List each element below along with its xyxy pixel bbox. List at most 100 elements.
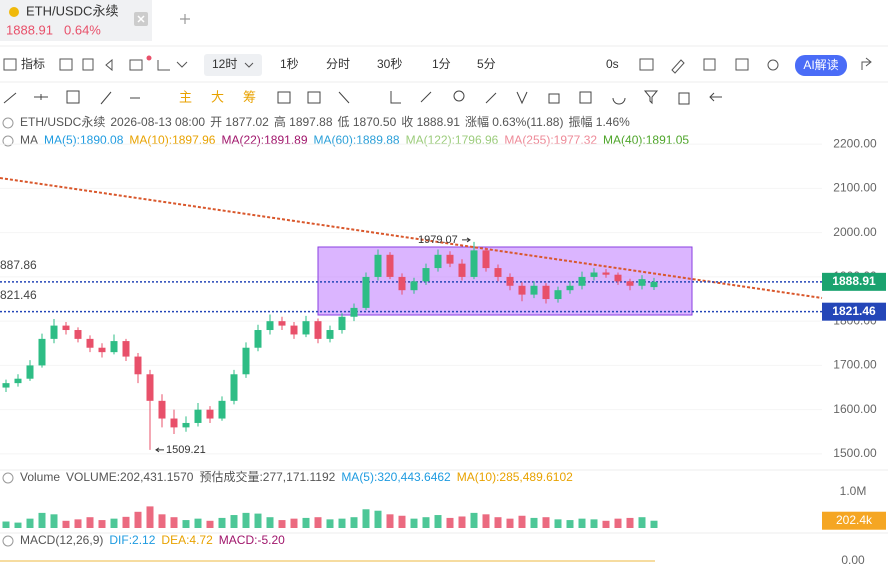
badge <box>146 55 152 61</box>
candle-body <box>566 285 574 291</box>
volume-bar <box>566 520 574 528</box>
y-tick-label: 2100.00 <box>833 181 877 195</box>
candle-body <box>338 316 346 331</box>
interval-option[interactable]: 1分 <box>432 57 451 71</box>
tab-title: ETH/USDC永续 <box>26 3 118 18</box>
high-arrow <box>462 237 471 243</box>
volume-bar <box>554 519 562 528</box>
interval-list: 1秒 分时 30秒 1分 5分 <box>280 57 496 71</box>
volume-bar <box>374 510 382 528</box>
volume-label: 202.4k <box>836 513 873 527</box>
tab[interactable] <box>0 0 152 41</box>
volume-label-bg <box>822 511 886 530</box>
dropdown-icon <box>244 62 254 68</box>
volume-bar <box>626 517 634 528</box>
low-arrow <box>155 447 164 453</box>
interval-selected[interactable] <box>204 54 262 76</box>
candle-body <box>434 254 442 269</box>
candle-body <box>62 325 70 331</box>
y-tick-label: 2000.00 <box>833 225 877 239</box>
y-tick-label: 1700.00 <box>833 358 877 372</box>
info-text: MACD(12,26,9) <box>20 533 103 547</box>
info-text: MA(40):1891.05 <box>603 133 689 147</box>
candle-body <box>650 281 658 288</box>
interval-option[interactable]: 分时 <box>326 57 350 71</box>
info-text: 涨幅 0.63%(11.88) <box>465 114 564 129</box>
candle-body <box>290 325 298 335</box>
candle-body <box>278 321 286 326</box>
info-text: MA(5):320,443.6462 <box>341 470 451 484</box>
volume-bar <box>38 512 46 528</box>
volume-bar <box>590 519 598 528</box>
interval-option[interactable]: 30秒 <box>377 57 402 71</box>
info-text: ETH/USDC永续 <box>20 115 105 129</box>
candle-body <box>446 254 454 264</box>
row-icon <box>2 135 14 147</box>
info-text: 开 1877.02 <box>210 115 269 129</box>
price-label-bg <box>822 302 886 321</box>
volume-bar <box>266 517 274 528</box>
candle-body <box>242 347 250 375</box>
candle-body <box>470 250 478 277</box>
ai-button[interactable] <box>795 55 847 76</box>
candle-body <box>506 276 514 286</box>
draw-tab: 主 <box>179 89 192 104</box>
candle-body <box>2 383 10 388</box>
candle-body <box>170 418 178 428</box>
volume-bar <box>530 517 538 528</box>
info-text: MACD:-5.20 <box>219 533 285 547</box>
info-text: 高 1897.88 <box>274 114 333 129</box>
info-text: 振幅 1.46% <box>568 114 630 129</box>
indicator-button[interactable]: 指标 <box>21 56 45 71</box>
candle-body <box>74 330 82 339</box>
volume-bar <box>182 520 190 528</box>
draw-tab: 筹 <box>243 89 256 104</box>
candle-body <box>638 279 646 286</box>
candle-body <box>194 409 202 423</box>
y-tick-label: 1.0M <box>840 484 867 498</box>
interval-option[interactable]: 5分 <box>477 57 496 71</box>
candle-body <box>182 422 190 428</box>
volume-bar <box>386 514 394 528</box>
volume-bar <box>602 520 610 528</box>
volume-bar <box>218 517 226 528</box>
candle-body <box>410 281 418 291</box>
candle-body <box>122 341 130 357</box>
candle-body <box>458 263 466 277</box>
add-tab[interactable] <box>180 14 190 24</box>
y-tick-label: 2200.00 <box>833 136 877 150</box>
volume-bar <box>2 521 10 528</box>
volume-bar <box>194 518 202 528</box>
volume-bar <box>434 515 442 528</box>
candle-body <box>362 276 370 308</box>
info-text: 低 1870.50 <box>338 115 397 129</box>
low-label: 1509.21 <box>166 444 206 456</box>
candle-body <box>554 290 562 300</box>
range-box <box>317 246 693 316</box>
candle-body <box>98 347 106 353</box>
candle-body <box>350 307 358 317</box>
interval-option[interactable]: 1秒 <box>280 57 299 71</box>
info-text: DEA:4.72 <box>161 533 213 547</box>
volume-bar <box>98 520 106 528</box>
candle-body <box>218 400 226 419</box>
row-icon <box>2 117 14 129</box>
info-text: MA(255):1977.32 <box>504 133 597 147</box>
y-tick-label: 1500.00 <box>833 446 877 460</box>
candle-body <box>314 321 322 339</box>
candle-body <box>530 285 538 295</box>
draw-tab: 大 <box>211 89 224 104</box>
volume-bar <box>470 512 478 528</box>
candle-body <box>86 338 94 348</box>
candle-body <box>14 378 22 384</box>
candle-body <box>254 330 262 348</box>
candle-body <box>398 276 406 291</box>
ai-label: AI解读 <box>803 58 838 72</box>
volume-bar <box>326 519 334 528</box>
price-label-bg <box>822 272 886 291</box>
candle-body <box>422 268 430 282</box>
candle-body <box>590 272 598 277</box>
candle-body <box>386 254 394 277</box>
volume-bar <box>86 517 94 528</box>
